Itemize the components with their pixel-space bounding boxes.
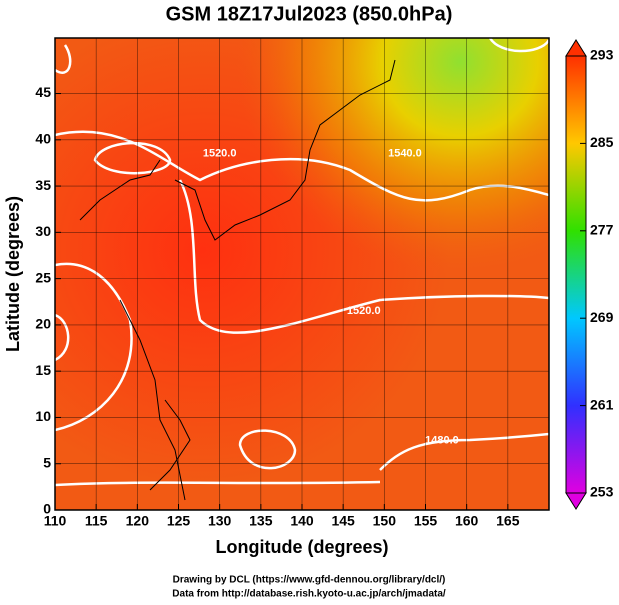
x-axis-label: Longitude (degrees) bbox=[215, 537, 388, 557]
y-tick-label: 15 bbox=[35, 362, 51, 378]
y-tick-label: 5 bbox=[43, 454, 51, 470]
x-tick-label: 150 bbox=[373, 513, 397, 529]
y-axis-label: Latitude (degrees) bbox=[3, 196, 23, 352]
y-tick-label: 0 bbox=[43, 501, 51, 517]
chart-title: GSM 18Z17Jul2023 (850.0hPa) bbox=[166, 3, 453, 25]
colorbar-tick-label: 261 bbox=[590, 396, 614, 412]
x-tick-label: 145 bbox=[331, 513, 355, 529]
contour-label: 1520.0 bbox=[347, 305, 381, 317]
contour-label: 1480.0 bbox=[425, 434, 459, 446]
y-tick-label: 35 bbox=[35, 177, 51, 193]
y-tick-label: 10 bbox=[35, 408, 51, 424]
colorbar-tick-label: 285 bbox=[590, 134, 614, 150]
colorbar bbox=[565, 55, 587, 494]
x-tick-label: 115 bbox=[85, 513, 108, 529]
colorbar-tick-label: 269 bbox=[590, 309, 614, 325]
contour-label: 1520.0 bbox=[203, 148, 237, 160]
y-tick-label: 40 bbox=[35, 131, 51, 147]
x-tick-label: 155 bbox=[414, 513, 438, 529]
credit: Drawing by DCL (https://www.gfd-dennou.o… bbox=[173, 575, 446, 586]
y-tick-label: 20 bbox=[35, 316, 51, 332]
contour-label: 1540.0 bbox=[388, 148, 422, 160]
colorbar-max-arrow bbox=[565, 39, 587, 57]
colorbar-min-arrow bbox=[565, 492, 587, 510]
y-tick-label: 25 bbox=[35, 269, 51, 285]
colorbar-tick-label: 293 bbox=[590, 47, 614, 63]
x-tick-label: 140 bbox=[290, 513, 314, 529]
x-tick-label: 110 bbox=[44, 513, 67, 529]
x-tick-label: 125 bbox=[167, 513, 191, 529]
y-tick-label: 45 bbox=[35, 84, 51, 100]
y-tick-label: 30 bbox=[35, 223, 51, 239]
x-tick-label: 165 bbox=[496, 513, 520, 529]
x-tick-label: 135 bbox=[249, 513, 273, 529]
x-tick-label: 160 bbox=[455, 513, 479, 529]
x-tick-label: 130 bbox=[208, 513, 232, 529]
credit: Data from http://database.rish.kyoto-u.a… bbox=[172, 589, 446, 600]
colorbar-tick-label: 253 bbox=[590, 484, 614, 500]
x-tick-label: 120 bbox=[126, 513, 150, 529]
colorbar-tick-label: 277 bbox=[590, 222, 614, 238]
